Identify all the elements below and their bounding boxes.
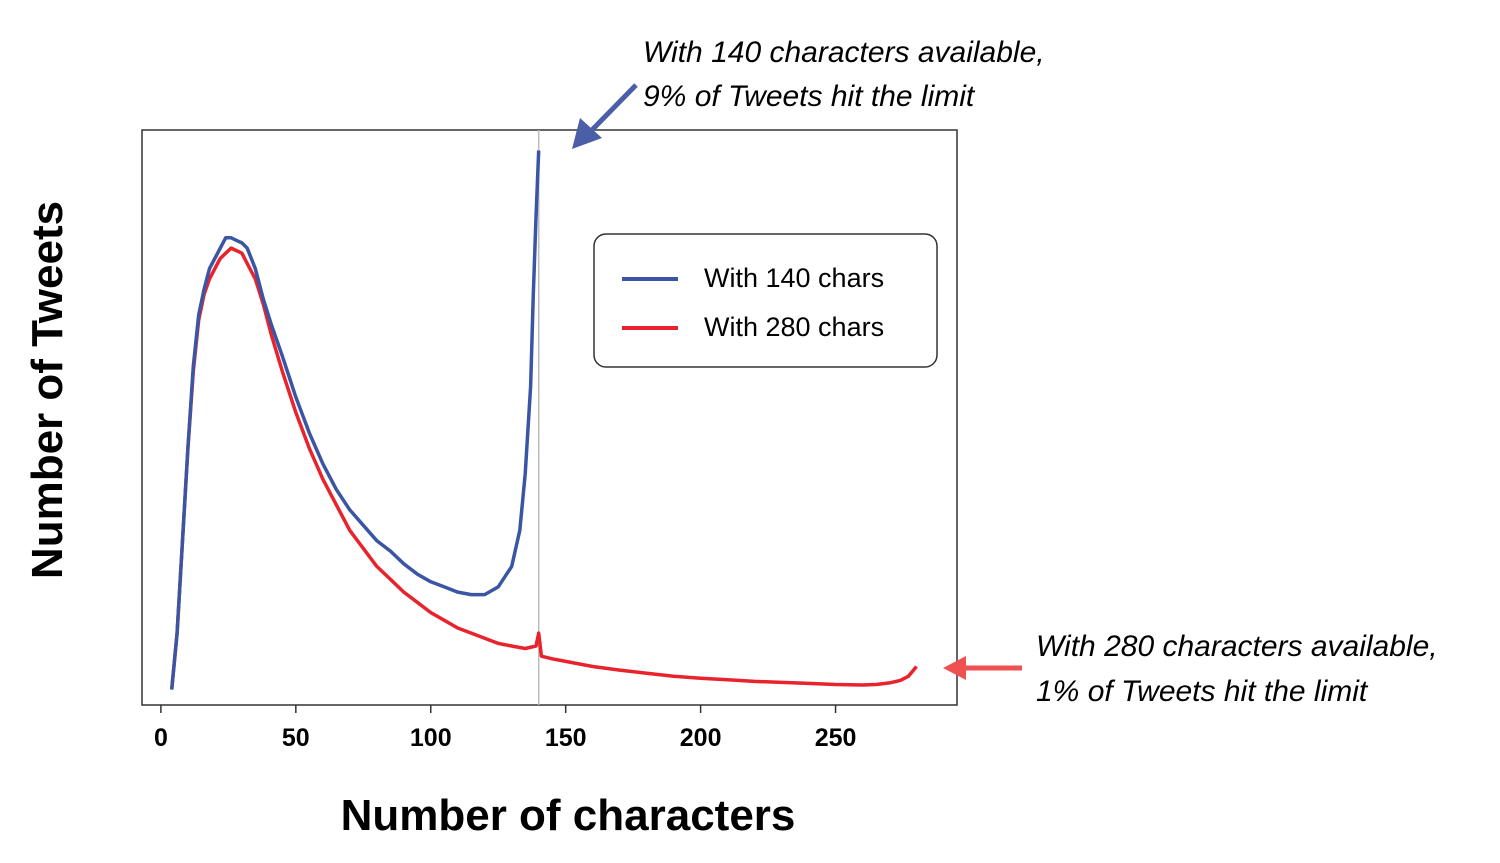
annotation-140-line2: 9% of Tweets hit the limit	[643, 80, 976, 113]
annotation-140-arrowhead	[572, 118, 602, 149]
annotation-140-line1: With 140 characters available,	[643, 36, 1045, 69]
x-tick-label: 200	[680, 724, 722, 752]
legend-box	[593, 233, 938, 368]
x-axis-title: Number of characters	[341, 791, 796, 840]
legend-label-140: With 140 chars	[704, 263, 884, 293]
x-tick-label: 100	[410, 724, 452, 752]
series-line-280	[169, 246, 918, 690]
x-axis-ticks: 0 50 100 150 200 250	[154, 705, 856, 752]
plot-frame	[141, 129, 958, 706]
series-line-140	[169, 150, 541, 690]
annotation-280-arrowhead	[943, 656, 966, 680]
legend: With 140 chars With 280 chars	[593, 233, 938, 368]
legend-label-280: With 280 chars	[704, 312, 884, 342]
x-tick-label: 50	[282, 724, 310, 752]
x-tick-label: 0	[154, 724, 168, 752]
x-tick-label: 250	[815, 724, 857, 752]
y-axis-title: Number of Tweets	[23, 201, 72, 579]
annotation-280: With 280 characters available, 1% of Twe…	[943, 630, 1438, 708]
annotation-280-line2: 1% of Tweets hit the limit	[1036, 675, 1369, 708]
annotation-140: With 140 characters available, 9% of Twe…	[572, 36, 1045, 149]
annotation-280-line1: With 280 characters available,	[1036, 630, 1438, 663]
x-tick-label: 150	[545, 724, 587, 752]
annotation-140-arrow	[588, 83, 638, 134]
series-group	[169, 150, 918, 690]
